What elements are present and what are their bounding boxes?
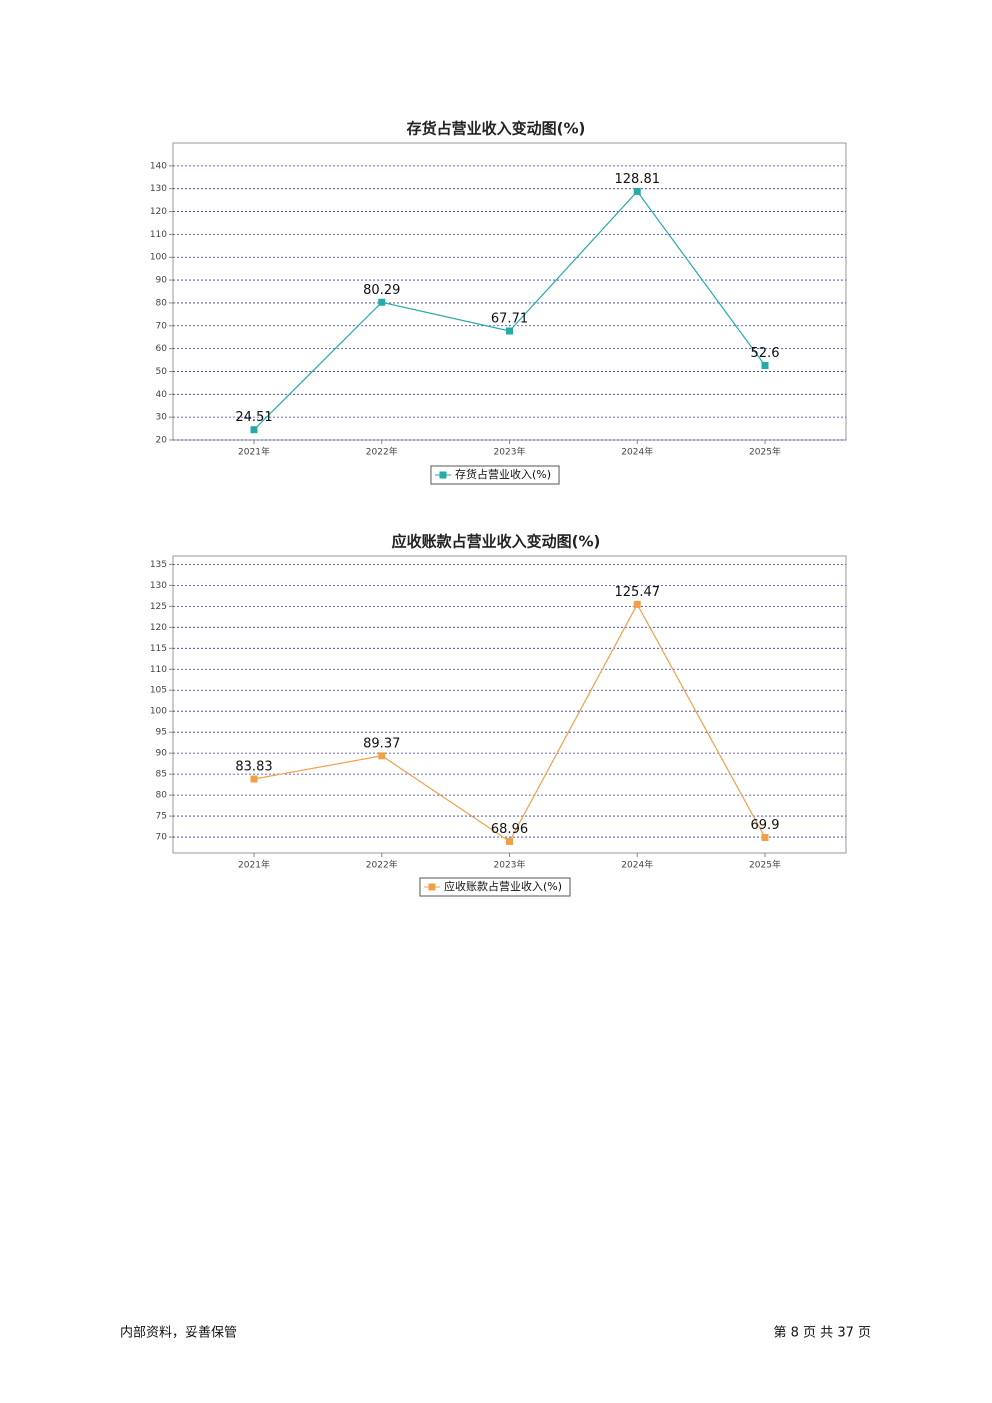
legend-label: 存货占营业收入(%) bbox=[455, 467, 551, 481]
data-point bbox=[250, 426, 258, 434]
data-label: 125.47 bbox=[615, 585, 661, 600]
y-tick-label: 30 bbox=[156, 413, 168, 423]
x-tick-label: 2022年 bbox=[366, 859, 398, 871]
y-tick-label: 135 bbox=[150, 560, 167, 570]
y-tick-label: 80 bbox=[156, 298, 168, 308]
y-tick-label: 80 bbox=[156, 791, 168, 801]
y-tick-label: 90 bbox=[156, 276, 168, 286]
data-label: 67.71 bbox=[491, 312, 528, 327]
data-label: 68.96 bbox=[491, 822, 528, 837]
data-label: 89.37 bbox=[363, 736, 400, 751]
y-tick-label: 130 bbox=[150, 184, 167, 194]
y-tick-label: 105 bbox=[150, 686, 167, 696]
data-point bbox=[633, 187, 641, 195]
data-point bbox=[378, 298, 386, 306]
data-point bbox=[761, 362, 769, 370]
data-point bbox=[250, 775, 258, 783]
legend-marker bbox=[439, 471, 447, 479]
data-label: 24.51 bbox=[235, 410, 272, 425]
data-point bbox=[761, 833, 769, 841]
y-tick-label: 115 bbox=[150, 644, 167, 654]
data-label: 128.81 bbox=[615, 172, 661, 187]
y-tick-label: 120 bbox=[150, 623, 167, 633]
y-tick-label: 50 bbox=[156, 367, 168, 377]
data-label: 69.9 bbox=[751, 818, 780, 833]
y-tick-label: 95 bbox=[156, 728, 167, 738]
y-tick-label: 130 bbox=[150, 581, 167, 591]
x-tick-label: 2023年 bbox=[494, 859, 526, 871]
plot-area bbox=[172, 555, 847, 854]
legend-marker bbox=[428, 883, 436, 891]
data-point bbox=[506, 837, 513, 845]
y-tick-label: 60 bbox=[156, 344, 168, 354]
x-tick-label: 2023年 bbox=[494, 446, 526, 458]
y-tick-label: 85 bbox=[156, 770, 167, 780]
x-tick-label: 2022年 bbox=[366, 446, 398, 458]
x-tick-label: 2025年 bbox=[749, 446, 781, 458]
y-tick-label: 20 bbox=[156, 436, 168, 446]
x-tick-label: 2024年 bbox=[621, 859, 653, 871]
data-label: 80.29 bbox=[363, 283, 400, 298]
x-tick-label: 2021年 bbox=[238, 859, 270, 871]
footer-right: 第 8 页 共 37 页 bbox=[774, 1326, 871, 1341]
data-label: 52.6 bbox=[751, 346, 780, 361]
y-tick-label: 75 bbox=[156, 812, 167, 822]
y-tick-label: 120 bbox=[150, 207, 167, 217]
y-tick-label: 100 bbox=[150, 253, 167, 263]
y-tick-label: 40 bbox=[156, 390, 168, 400]
footer-left: 内部资料，妥善保管 bbox=[120, 1325, 237, 1341]
chart-title: 应收账款占营业收入变动图(%) bbox=[392, 533, 601, 551]
legend-label: 应收账款占营业收入(%) bbox=[444, 879, 562, 893]
plot-area bbox=[172, 142, 847, 441]
y-tick-label: 140 bbox=[150, 161, 167, 171]
y-tick-label: 110 bbox=[150, 230, 167, 240]
data-point bbox=[506, 327, 513, 335]
legend-box bbox=[430, 465, 560, 485]
y-tick-label: 70 bbox=[156, 833, 168, 843]
data-point bbox=[633, 600, 641, 608]
x-tick-label: 2024年 bbox=[621, 446, 653, 458]
legend-box bbox=[419, 877, 571, 897]
data-label: 83.83 bbox=[235, 760, 272, 775]
y-tick-label: 70 bbox=[156, 321, 168, 331]
x-tick-label: 2025年 bbox=[749, 859, 781, 871]
data-point bbox=[378, 752, 386, 760]
y-tick-label: 100 bbox=[150, 707, 167, 717]
x-tick-label: 2021年 bbox=[238, 446, 270, 458]
y-tick-label: 110 bbox=[150, 665, 167, 675]
y-tick-label: 125 bbox=[150, 602, 167, 612]
y-tick-label: 90 bbox=[156, 749, 168, 759]
chart-title: 存货占营业收入变动图(%) bbox=[407, 120, 586, 138]
